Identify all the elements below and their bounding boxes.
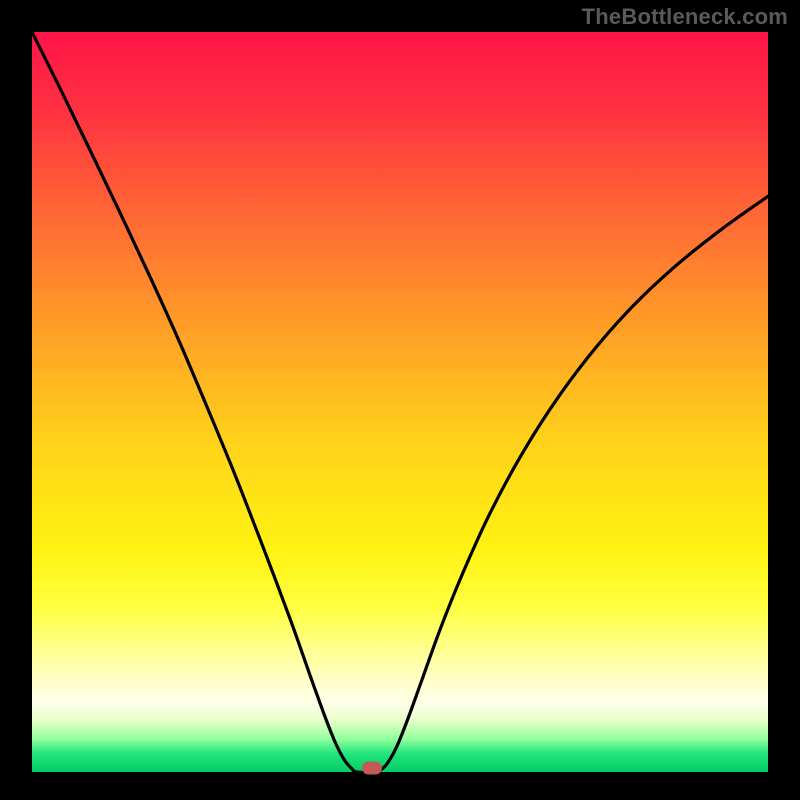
watermark-label: TheBottleneck.com [582,4,788,30]
curve-path [32,32,768,772]
bottleneck-curve [32,32,768,772]
plot-area [32,32,768,772]
chart-container: TheBottleneck.com [0,0,800,800]
optimal-point-marker [362,761,382,774]
